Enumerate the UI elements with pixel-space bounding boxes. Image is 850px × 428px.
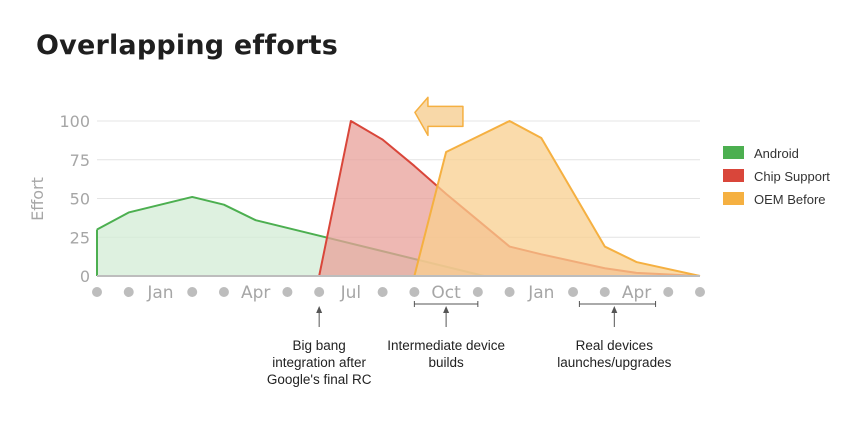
annotation-arrowhead: [611, 306, 618, 313]
area-chip-support: [319, 121, 700, 276]
x-tick-label: Jan: [146, 283, 173, 303]
month-dot: [218, 287, 229, 297]
y-tick-label: 25: [70, 228, 90, 247]
x-tick-label: Apr: [241, 283, 270, 303]
y-tick-label: 75: [70, 151, 90, 170]
month-dot: [377, 287, 388, 297]
annotation-text: launches/upgrades: [557, 355, 671, 370]
annotation-text: integration after: [272, 355, 366, 370]
x-tick-label: Apr: [622, 283, 651, 303]
y-axis-label: Effort: [28, 177, 47, 221]
annotation-arrowhead: [443, 306, 450, 313]
annotation-text: Intermediate device: [387, 338, 505, 353]
area-oem-before: [414, 121, 700, 276]
annotation-text: Google's final RC: [267, 372, 372, 387]
month-dot: [409, 287, 420, 297]
legend-label: Android: [754, 146, 799, 161]
x-tick-label: Jul: [340, 283, 362, 303]
month-dot: [92, 287, 102, 297]
month-dot: [187, 287, 198, 297]
month-dot: [282, 287, 293, 297]
y-tick-label: 50: [70, 190, 90, 209]
legend-swatch: [723, 169, 744, 182]
legend-label: Chip Support: [754, 169, 830, 184]
x-tick-label: Oct: [431, 283, 461, 303]
line-android: [96, 195, 485, 277]
direction-arrow: [414, 96, 464, 137]
annotation-arrowhead: [316, 306, 323, 313]
annotation-text: Big bang: [293, 338, 346, 353]
line-oem-before: [413, 120, 701, 277]
legend-swatch: [723, 192, 744, 205]
x-tick-label: Jan: [527, 283, 554, 303]
month-dot: [568, 287, 579, 297]
month-dot: [504, 287, 515, 297]
month-dot: [663, 287, 674, 297]
y-tick-label: 100: [59, 112, 90, 131]
legend-swatch: [723, 146, 744, 159]
month-dot: [314, 287, 325, 297]
month-dot: [472, 287, 483, 297]
month-dot: [695, 287, 705, 297]
legend-label: OEM Before: [754, 192, 826, 207]
annotation-text: Real devices: [576, 338, 654, 353]
annotation-text: builds: [428, 355, 464, 370]
y-tick-label: 0: [80, 267, 90, 286]
month-dot: [599, 287, 610, 297]
month-dot: [123, 287, 134, 297]
chart-title: Overlapping efforts: [36, 30, 338, 61]
